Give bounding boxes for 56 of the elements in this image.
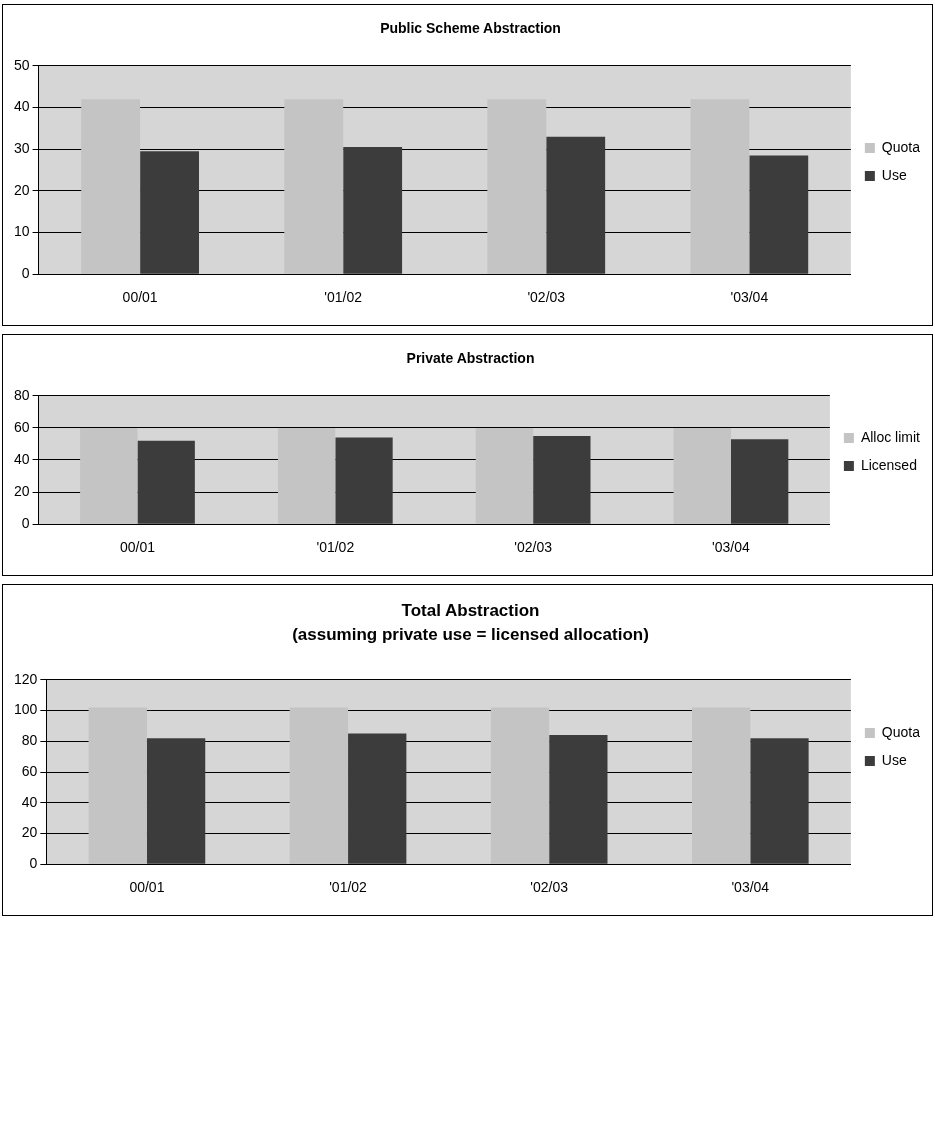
y-tick-label: 120 [14,670,38,687]
bar [490,707,550,864]
x-tick-label: '01/02 [316,539,355,556]
x-tick-label: '02/03 [530,879,569,896]
x-tick-label: '01/02 [324,289,363,306]
x-tick-label: '01/02 [329,879,368,896]
bar [750,738,809,864]
y-tick-label: 40 [13,450,30,467]
bar [546,136,606,274]
x-tick-label: 00/01 [129,879,165,896]
y-tick-label: 80 [13,386,30,403]
x-tick-label: '03/04 [731,879,770,896]
y-tick-label: 30 [13,140,30,157]
bar [146,738,206,864]
x-tick-label: '02/03 [514,539,553,556]
chart-title: Public Scheme Abstraction [380,20,561,37]
bar [140,151,199,274]
y-tick-label: 0 [21,265,30,282]
x-tick-label: 00/01 [119,539,156,556]
bar [487,99,547,274]
y-tick-label: 50 [13,56,30,73]
legend-label: Quota [881,138,921,155]
bar [88,707,147,864]
bar [348,733,407,864]
bar [749,155,809,274]
y-tick-label: 80 [21,732,38,749]
y-tick-label: 20 [13,181,30,198]
legend-label: Alloc limit [860,428,921,445]
bar [691,707,751,864]
bar [284,99,344,274]
legend-label: Licensed [860,456,917,473]
bar [81,99,141,274]
y-tick-label: 0 [21,515,30,532]
bar [549,735,608,864]
chart-title: Total Abstraction [401,600,540,620]
y-tick-label: 40 [21,793,38,810]
bar [289,707,349,864]
y-tick-label: 100 [14,701,38,718]
legend-label: Quota [881,723,921,740]
y-tick-label: 10 [13,223,30,240]
y-tick-label: 0 [29,855,38,872]
chart-title: Private Abstraction [406,350,535,367]
x-tick-label: 00/01 [122,289,158,306]
y-tick-label: 20 [21,824,38,841]
y-tick-label: 20 [13,482,30,499]
legend-label: Use [881,166,907,183]
bar [343,147,403,274]
x-tick-label: '02/03 [527,289,566,306]
y-tick-label: 60 [13,418,30,435]
bar [690,99,750,274]
x-tick-label: '03/04 [730,289,769,306]
legend-label: Use [881,751,907,768]
x-tick-label: '03/04 [712,539,751,556]
y-tick-label: 60 [21,762,38,779]
chart-subtitle: (assuming private use = licensed allocation) [292,625,649,645]
y-tick-label: 40 [13,98,30,115]
